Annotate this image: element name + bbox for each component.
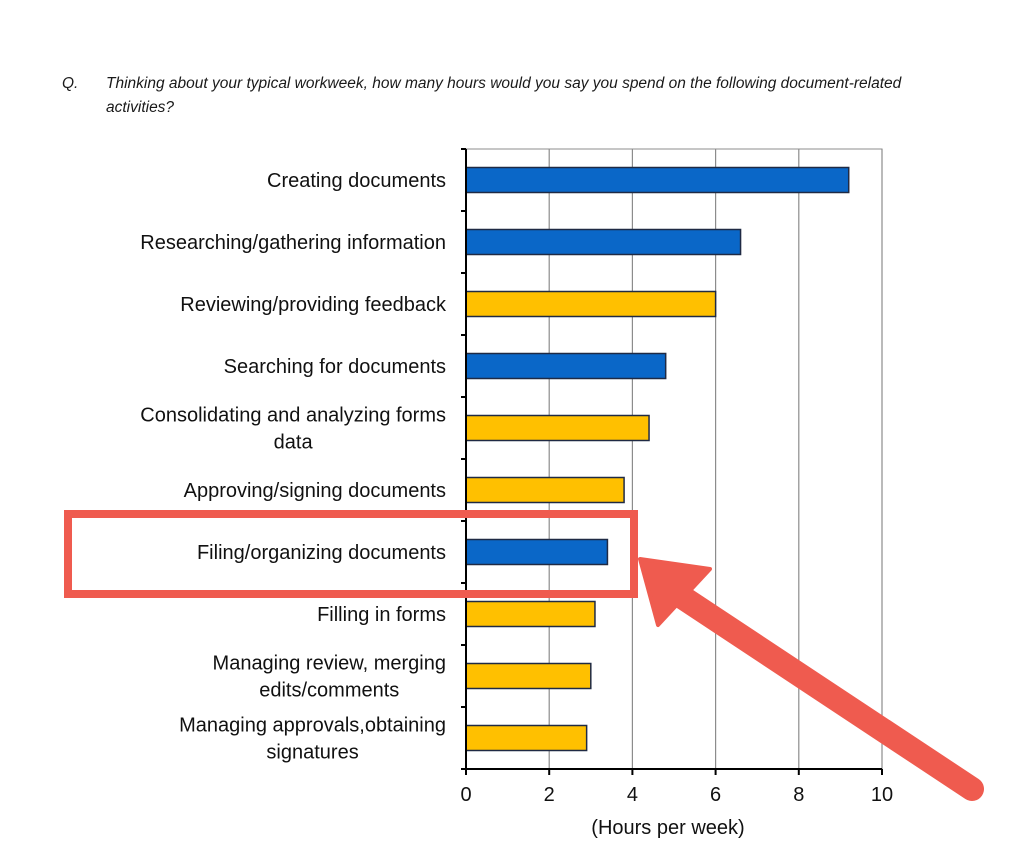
axes: [461, 148, 883, 775]
bar-2: [465, 228, 742, 256]
category-label-line: signatures: [266, 742, 358, 764]
bar-3: [465, 290, 717, 318]
highlight-annotation: [64, 510, 984, 801]
category-label-line: Consolidating and analyzing forms: [140, 405, 446, 427]
x-tick-label-2: 2: [544, 784, 555, 806]
category-label-line: Managing review, merging: [213, 653, 446, 675]
arrow-shaft: [670, 585, 984, 801]
category-label-8: Filling in forms: [317, 604, 446, 626]
category-label-line: Filing/organizing documents: [197, 542, 446, 564]
x-tick-label-0: 0: [460, 784, 471, 806]
arrow-head: [638, 557, 712, 627]
question-prefix: Q.: [62, 75, 79, 92]
category-label-line: edits/comments: [259, 680, 399, 702]
category-label-line: Approving/signing documents: [184, 480, 446, 502]
category-label-line: Reviewing/providing feedback: [180, 294, 447, 316]
category-label-4: Searching for documents: [224, 356, 446, 378]
category-label-line: Creating documents: [267, 170, 446, 192]
question-text: Thinking about your typical workweek, ho…: [106, 75, 902, 116]
bar-5: [465, 414, 650, 442]
category-label-line: Filling in forms: [317, 604, 446, 626]
category-label-line: data: [274, 432, 314, 454]
bar-6: [465, 476, 625, 504]
category-label-6: Approving/signing documents: [184, 480, 446, 502]
x-tick-label-6: 6: [710, 784, 721, 806]
category-label-line: Managing approvals,obtaining: [179, 715, 446, 737]
category-label-3: Reviewing/providing feedback: [180, 294, 447, 316]
category-label-1: Creating documents: [267, 170, 446, 192]
category-label-line: Researching/gathering information: [140, 232, 446, 254]
category-label-line: Searching for documents: [224, 356, 446, 378]
bar-7: [465, 538, 609, 566]
bar-9: [465, 662, 592, 690]
category-label-5: Consolidating and analyzing forms data: [140, 405, 446, 454]
x-tick-label-10: 10: [871, 784, 893, 806]
category-label-7: Filing/organizing documents: [197, 542, 446, 564]
bars: [465, 166, 850, 752]
x-axis-title: (Hours per week): [591, 817, 744, 839]
x-tick-label-4: 4: [627, 784, 638, 806]
bar-4: [465, 352, 667, 380]
x-tick-labels: 0 2 4 6 8 10: [460, 784, 893, 806]
category-label-10: Managing approvals,obtaining signatures: [179, 715, 446, 764]
bar-8: [465, 600, 596, 628]
category-label-2: Researching/gathering information: [140, 232, 446, 254]
x-tick-label-8: 8: [793, 784, 804, 806]
category-label-9: Managing review, merging edits/comments: [213, 653, 446, 702]
bar-1: [465, 166, 850, 194]
bar-10: [465, 724, 588, 752]
category-labels: Creating documents Researching/gathering …: [140, 170, 447, 764]
highlight-box: [64, 510, 638, 598]
